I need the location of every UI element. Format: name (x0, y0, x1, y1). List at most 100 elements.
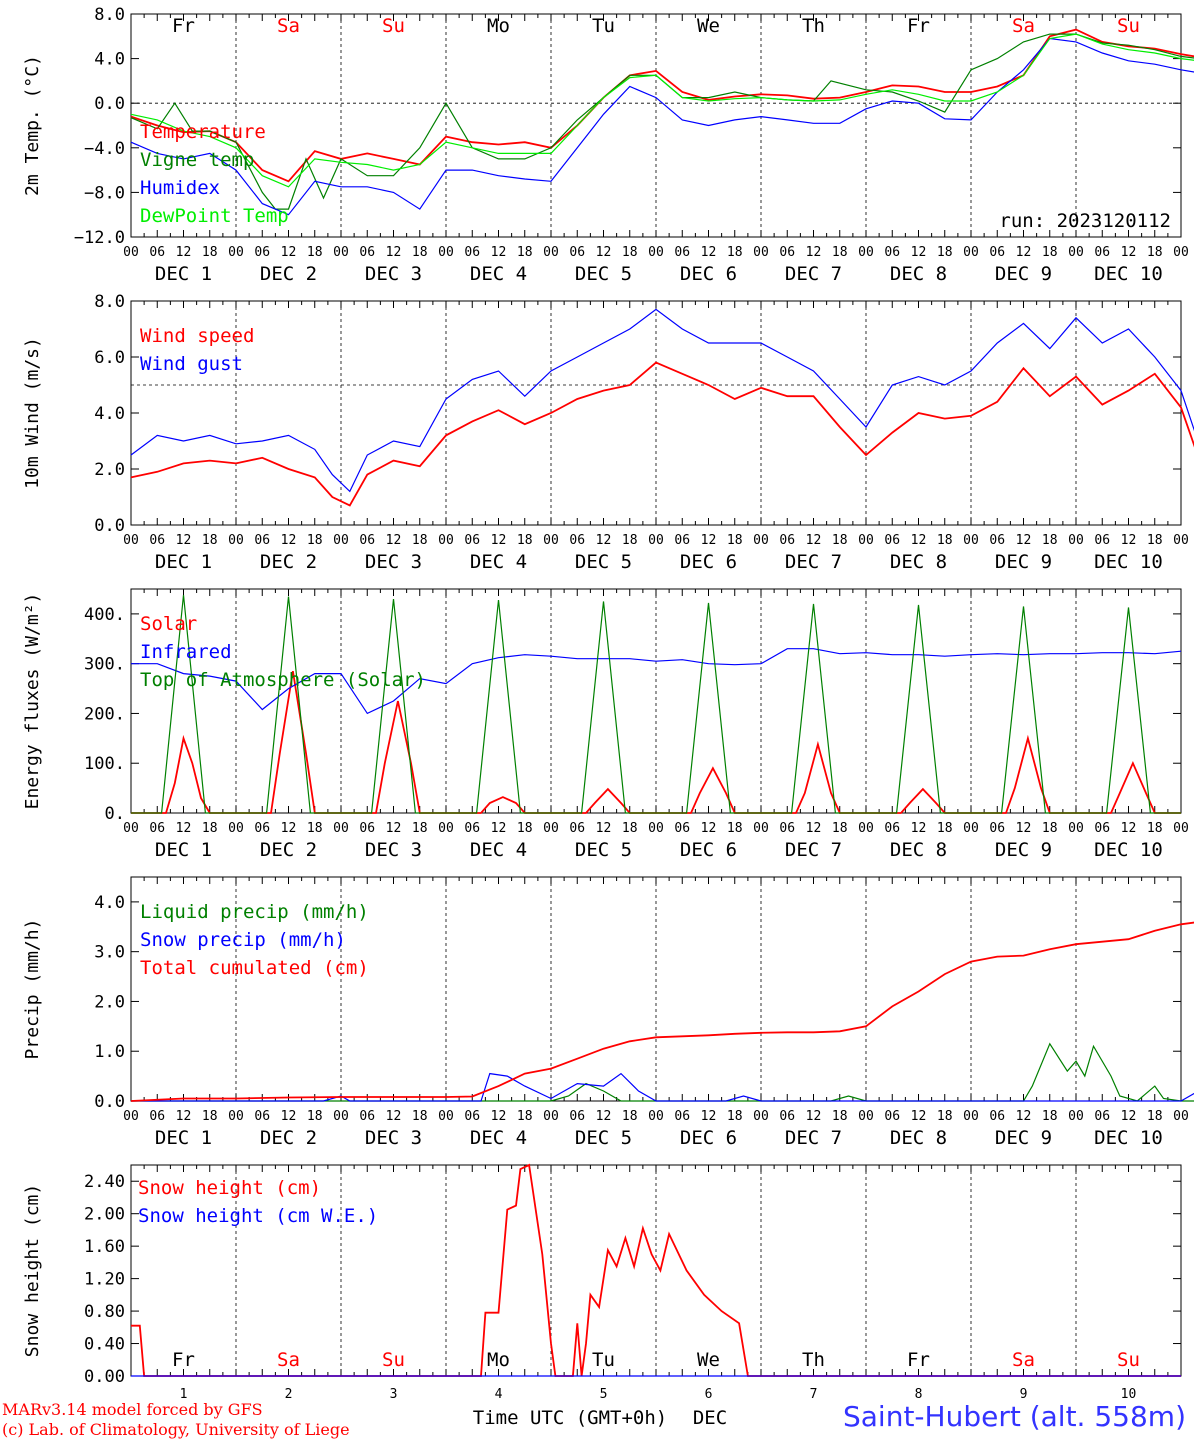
hour-label: 06 (1094, 1109, 1110, 1124)
hour-label: 12 (386, 821, 402, 836)
hour-label: 12 (911, 821, 927, 836)
hour-label: 06 (779, 1109, 795, 1124)
series-line (130, 33, 1194, 188)
hour-label: 00 (753, 821, 769, 836)
hour-label: 12 (281, 533, 297, 548)
y-tick-label: 0.0 (94, 94, 125, 114)
date-label: DEC 10 (1094, 263, 1163, 285)
y-tick-label: 2.0 (94, 992, 125, 1012)
hour-label: 06 (254, 245, 270, 260)
y-tick-label: 4.0 (94, 893, 125, 913)
hour-label: 00 (1068, 821, 1084, 836)
hour-label: 12 (1121, 245, 1137, 260)
hour-label: 00 (963, 821, 979, 836)
hour-label: 18 (832, 1109, 848, 1124)
hour-label: 00 (858, 1109, 874, 1124)
hour-label: 06 (779, 245, 795, 260)
date-label: DEC 5 (575, 551, 632, 573)
hour-label: 06 (464, 1109, 480, 1124)
hour-label: 00 (333, 1109, 349, 1124)
y-tick-label: 8.0 (94, 292, 125, 312)
hour-label: 12 (806, 533, 822, 548)
date-label: DEC 3 (365, 839, 422, 861)
hour-label: 00 (1173, 1109, 1189, 1124)
hour-label: 06 (1094, 533, 1110, 548)
hour-label: 18 (1042, 821, 1058, 836)
legend-entry: Infrared (140, 641, 232, 663)
day-name: Sa (1012, 15, 1035, 37)
hour-label: 12 (176, 533, 192, 548)
legend-entry: Snow height (cm W.E.) (138, 1205, 378, 1227)
date-label: DEC 4 (470, 263, 527, 285)
hour-label: 06 (149, 821, 165, 836)
hour-label: 18 (937, 245, 953, 260)
day-name: Fr (907, 15, 930, 37)
hour-label: 12 (386, 1109, 402, 1124)
date-label: DEC 10 (1094, 551, 1163, 573)
hour-label: 12 (491, 245, 507, 260)
hour-label: 06 (674, 533, 690, 548)
hour-label: 06 (254, 821, 270, 836)
date-label: DEC 2 (260, 839, 317, 861)
hour-label: 18 (307, 821, 323, 836)
hour-label: 12 (701, 533, 717, 548)
hour-label: 06 (989, 821, 1005, 836)
time-axis-label: Time UTC (GMT+0h) (473, 1407, 667, 1429)
hour-label: 00 (1173, 821, 1189, 836)
date-label: DEC 6 (680, 551, 737, 573)
hour-label: 18 (202, 821, 218, 836)
hour-label: 18 (307, 533, 323, 548)
series-line (131, 648, 1182, 715)
date-label: DEC 1 (155, 263, 212, 285)
hour-label: 00 (1173, 245, 1189, 260)
series-line (130, 28, 1194, 183)
hour-label: 12 (176, 245, 192, 260)
hour-label: 00 (858, 245, 874, 260)
day-number: 2 (285, 1387, 293, 1402)
y-tick-label: 8.0 (94, 5, 125, 25)
hour-label: 18 (622, 821, 638, 836)
hour-label: 12 (176, 821, 192, 836)
hour-label: 12 (701, 1109, 717, 1124)
hour-label: 18 (622, 533, 638, 548)
hour-label: 18 (622, 245, 638, 260)
hour-label: 00 (543, 1109, 559, 1124)
hour-label: 00 (123, 245, 139, 260)
y-axis-label: Precip (mm/h) (22, 919, 43, 1060)
date-label: DEC 10 (1094, 1127, 1163, 1149)
hour-label: 12 (281, 1109, 297, 1124)
hour-label: 12 (491, 1109, 507, 1124)
hour-label: 06 (149, 533, 165, 548)
day-name: Su (382, 1349, 405, 1371)
day-name: Tu (592, 15, 615, 37)
y-tick-label: 4.0 (94, 404, 125, 424)
day-name: Sa (277, 1349, 300, 1371)
day-number: 7 (810, 1387, 818, 1402)
series-line (130, 361, 1194, 507)
hour-label: 18 (1042, 245, 1058, 260)
y-tick-label: 300. (84, 655, 125, 675)
hour-label: 00 (123, 1109, 139, 1124)
legend-entry: Liquid precip (mm/h) (140, 901, 369, 923)
y-tick-label: 0.0 (94, 516, 125, 536)
hour-label: 18 (517, 533, 533, 548)
hour-label: 00 (333, 821, 349, 836)
hour-label: 06 (884, 1109, 900, 1124)
hour-label: 06 (1094, 821, 1110, 836)
y-tick-label: 4.0 (94, 50, 125, 70)
hour-label: 06 (359, 533, 375, 548)
hour-label: 12 (596, 533, 612, 548)
legend-entry: Temperature (140, 121, 266, 143)
day-name: Tu (592, 1349, 615, 1371)
hour-label: 18 (727, 245, 743, 260)
day-name: Su (1117, 1349, 1140, 1371)
hour-label: 18 (937, 533, 953, 548)
hour-label: 00 (753, 245, 769, 260)
hour-label: 06 (779, 821, 795, 836)
hour-label: 00 (753, 1109, 769, 1124)
day-name: Fr (172, 15, 195, 37)
hour-label: 12 (596, 245, 612, 260)
date-label: DEC 7 (785, 1127, 842, 1149)
hour-label: 06 (254, 1109, 270, 1124)
hour-label: 12 (806, 1109, 822, 1124)
